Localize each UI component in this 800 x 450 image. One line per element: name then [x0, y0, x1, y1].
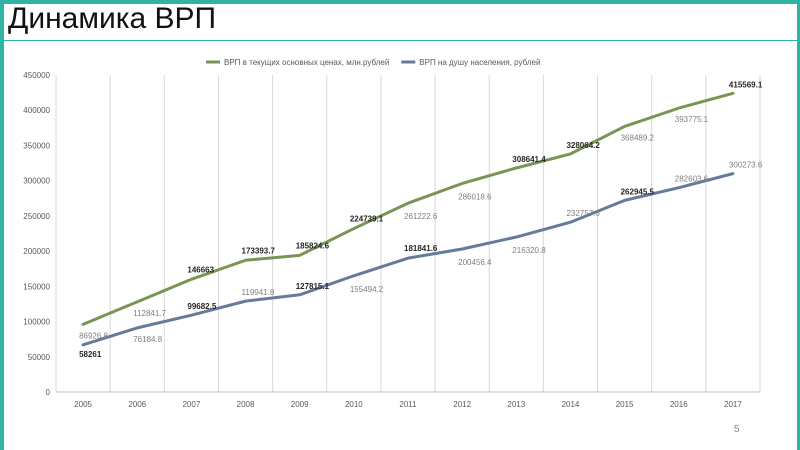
x-tick-label: 2005	[74, 400, 92, 409]
legend-label-1: ВРП в текущих основных ценах, млн.рублей	[224, 58, 389, 67]
data-label: 76184.8	[133, 335, 162, 344]
x-tick-label: 2015	[616, 400, 634, 409]
y-tick-label: 300000	[23, 177, 50, 186]
data-label: 232757.6	[566, 209, 600, 218]
x-tick-label: 2017	[724, 400, 742, 409]
y-tick-label: 250000	[23, 212, 50, 221]
legend: ВРП в текущих основных ценах, млн.рублей…	[206, 58, 540, 67]
data-label: 146663	[187, 265, 214, 274]
data-label: 328064.2	[566, 141, 600, 150]
data-label: 308641.4	[512, 155, 546, 164]
legend-label-2: ВРП на душу населения, рублей	[419, 58, 540, 67]
data-label: 216320.8	[512, 246, 546, 255]
data-label: 86926.8	[79, 331, 108, 340]
x-tick-label: 2009	[291, 400, 309, 409]
x-tick-label: 2008	[237, 400, 255, 409]
data-label: 261222.6	[404, 212, 438, 221]
data-label: 119941.8	[242, 288, 275, 297]
data-label: 415569.1	[729, 80, 763, 89]
y-tick-label: 150000	[23, 282, 50, 291]
axis-layer: 0 50000 100000 150000 200000 250000 300000 3500…	[23, 71, 760, 409]
slide-frame-right	[797, 0, 800, 450]
x-tick-label: 2016	[670, 400, 688, 409]
y-tick-label: 0	[46, 388, 51, 397]
slide-frame-left	[0, 0, 4, 450]
data-label: 224739.1	[350, 215, 384, 224]
x-tick-label: 2006	[128, 400, 146, 409]
x-tick-label: 2010	[345, 400, 363, 409]
y-tick-label: 50000	[28, 353, 51, 362]
slide-number: 5	[734, 424, 740, 435]
data-label: 262945.5	[621, 187, 655, 196]
data-label: 112841.7	[133, 309, 166, 318]
data-label: 300273.6	[729, 161, 763, 170]
x-tick-label: 2007	[182, 400, 200, 409]
slide-title: Динамика ВРП	[8, 2, 217, 35]
x-tick-label: 2012	[453, 400, 471, 409]
y-tick-label: 200000	[23, 247, 50, 256]
data-label: 58261	[79, 350, 102, 359]
data-label: 286018.6	[458, 192, 492, 201]
y-tick-label: 400000	[23, 106, 50, 115]
data-label-layer: 86926.8 112841.7 146663 173393.7 185824.6 224…	[79, 80, 763, 358]
data-label: 282603.6	[675, 175, 709, 184]
data-label: 181841.6	[404, 244, 438, 253]
grid-layer	[55, 75, 761, 392]
slide-frame-top	[0, 0, 800, 4]
y-tick-label: 350000	[23, 141, 50, 150]
series-line-2	[81, 172, 735, 347]
series-line-1	[81, 91, 735, 326]
y-tick-label: 100000	[23, 318, 50, 327]
x-tick-label: 2011	[399, 400, 417, 409]
data-label: 200456.4	[458, 258, 492, 267]
title-divider	[4, 40, 800, 41]
data-label: 368489.2	[621, 133, 655, 142]
data-label: 99682.5	[187, 302, 216, 311]
series-layer	[81, 91, 735, 347]
x-tick-label: 2013	[507, 400, 525, 409]
data-label: 173393.7	[242, 246, 276, 255]
data-label: 127815.1	[296, 282, 330, 291]
data-label: 393775.1	[675, 115, 709, 124]
x-tick-label: 2014	[562, 400, 580, 409]
data-label: 155494.2	[350, 285, 384, 294]
data-label: 185824.6	[296, 241, 330, 250]
y-tick-label: 450000	[23, 71, 50, 80]
